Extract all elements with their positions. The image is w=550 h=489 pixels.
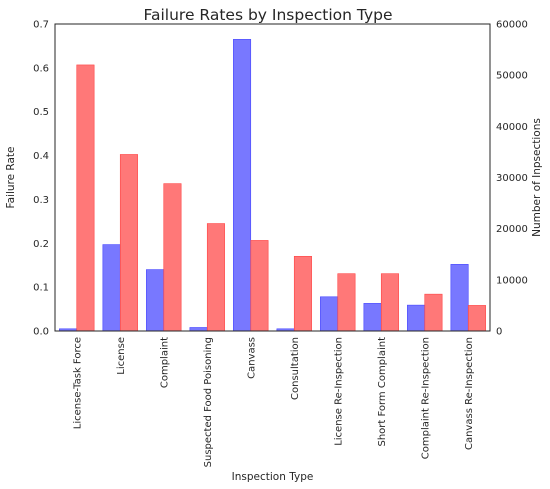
left-tick-label: 0.4 [33, 151, 49, 162]
bar-inspection-count [424, 293, 443, 332]
right-tick-label: 40000 [496, 122, 528, 133]
x-tick-label: Consultation [290, 337, 301, 400]
bar-failure-rate [407, 304, 426, 332]
right-tick-label: 0 [496, 327, 502, 338]
bar-inspection-count [163, 183, 182, 332]
x-tick-label: Short Form Complaint [377, 337, 388, 447]
bar-inspection-count [467, 305, 486, 332]
plot-frame [54, 23, 491, 332]
left-tick-label: 0.5 [33, 107, 49, 118]
bar-inspection-count [76, 64, 95, 332]
left-tick-label: 0.7 [33, 20, 49, 31]
right-axis-ticks: 0 10000 20000 30000 40000 50000 60000 [496, 20, 528, 338]
bar-inspection-count [380, 273, 399, 332]
left-tick-label: 0.3 [33, 195, 49, 206]
x-tick-label: Canvass [246, 337, 257, 379]
x-axis-label: Inspection Type [232, 471, 314, 483]
bar-failure-rate [146, 269, 165, 332]
x-axis-ticks: License-Task Force License Complaint Suspec… [72, 337, 475, 467]
left-tick-label: 0.0 [33, 327, 49, 338]
x-tick-label: Canvass Re-Inspection [464, 337, 475, 450]
left-tick-label: 0.6 [33, 63, 49, 74]
bar-inspection-count [337, 273, 356, 332]
right-axis-label: Number of Inpsections [531, 118, 543, 237]
bar-failure-rate [189, 327, 208, 332]
left-tick-label: 0.2 [33, 239, 49, 250]
x-tick-label: Complaint Re-Inspection [420, 337, 431, 459]
right-tick-label: 50000 [496, 71, 528, 82]
right-tick-label: 60000 [496, 20, 528, 31]
x-tick-label: License Re-Inspection [333, 337, 344, 446]
bar-failure-rate [320, 296, 339, 332]
bars-group [59, 39, 486, 332]
bar-failure-rate [233, 39, 252, 332]
chart-title: Failure Rates by Inspection Type [144, 6, 393, 24]
left-axis-ticks: 0.0 0.1 0.2 0.3 0.4 0.5 0.6 0.7 [33, 20, 49, 338]
x-tick-label: Complaint [159, 337, 170, 388]
right-tick-label: 30000 [496, 173, 528, 184]
left-tick-label: 0.1 [33, 283, 49, 294]
bar-failure-rate [102, 244, 121, 332]
x-tick-label: License-Task Force [72, 337, 83, 429]
bar-inspection-count [119, 154, 138, 332]
bar-failure-rate [450, 264, 469, 332]
x-tick-label: License [116, 337, 127, 375]
bar-inspection-count [250, 240, 269, 332]
bar-failure-rate [363, 303, 382, 332]
bar-inspection-count [206, 223, 225, 332]
right-tick-label: 20000 [496, 224, 528, 235]
bar-inspection-count [293, 255, 312, 332]
right-tick-label: 10000 [496, 275, 528, 286]
x-tick-label: Suspected Food Poisoning [203, 337, 214, 467]
left-axis-label: Failure Rate [5, 147, 17, 209]
